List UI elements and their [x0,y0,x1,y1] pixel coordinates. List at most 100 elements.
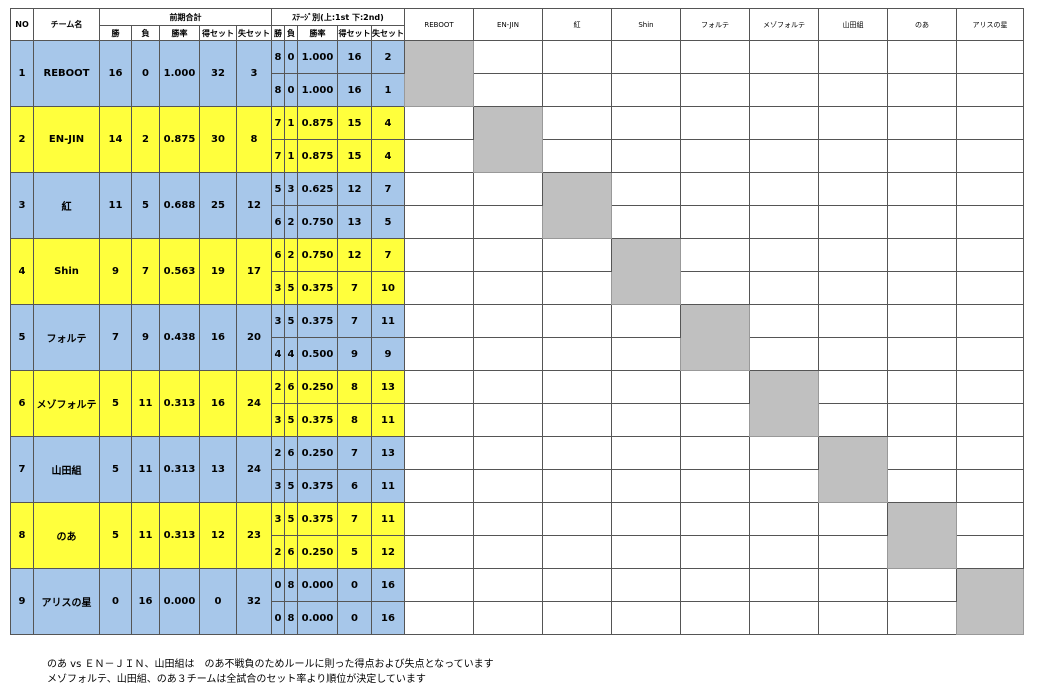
row-no: 1 [10,40,34,107]
match-detail-cell [749,601,819,635]
match-detail-cell [473,601,543,635]
match-detail-cell [611,469,681,503]
stage-losses: 6 [284,370,298,404]
stage-sets-lost: 9 [371,337,405,371]
team-row: 3 5 0.375 7 10 [11,271,1024,305]
match-detail-cell [404,238,474,272]
team-row: 3 5 0.375 8 11 [11,403,1024,437]
stage-sets-lost: 16 [371,601,405,635]
stage-rate: 0.250 [297,370,338,404]
team-name: アリスの星 [33,568,100,635]
stage-sets-lost: 4 [371,106,405,140]
total-rate: 0.563 [159,238,200,305]
stage-losses: 5 [284,304,298,338]
match-detail-cell [542,40,612,74]
total-rate: 0.313 [159,502,200,569]
team-row: 2 6 0.250 5 12 [11,535,1024,569]
stage-sets-lost: 5 [371,205,405,239]
sub-rate: 勝率 [159,25,200,41]
stage-sets-lost: 11 [371,502,405,536]
match-detail-cell [680,469,750,503]
stage-rate: 0.375 [297,502,338,536]
total-sets-won: 0 [199,568,237,635]
total-sets-won: 13 [199,436,237,503]
opp-col-5: フォルテ [680,8,750,41]
header-team: チーム名 [33,8,100,41]
stage-rate: 0.250 [297,535,338,569]
stage-rate: 0.375 [297,271,338,305]
match-detail-cell [818,403,888,437]
match-detail-cell [542,370,612,404]
stage-wins: 8 [271,73,285,107]
match-detail-cell [611,139,681,173]
stage-rate: 0.625 [297,172,338,206]
stage-losses: 2 [284,238,298,272]
match-detail-cell [956,172,1024,206]
match-detail-cell [887,370,957,404]
match-detail-cell [749,436,819,470]
sub-stage-rate: 勝率 [297,25,338,41]
match-detail-cell [818,535,888,569]
stage-sets-won: 5 [337,535,372,569]
stage-wins: 0 [271,568,285,602]
stage-sets-won: 6 [337,469,372,503]
match-detail-cell [956,403,1024,437]
match-detail-cell [611,502,681,536]
match-detail-cell [542,238,612,272]
total-sets-lost: 24 [236,370,272,437]
match-detail-cell [749,172,819,206]
stage-rate: 0.000 [297,601,338,635]
opp-col-6: メゾフォルテ [749,8,819,41]
match-detail-cell [956,304,1024,338]
match-detail-cell [749,304,819,338]
stage-losses: 4 [284,337,298,371]
total-rate: 1.000 [159,40,200,107]
stage-losses: 0 [284,73,298,107]
match-detail-cell [818,601,888,635]
stage-wins: 2 [271,370,285,404]
match-detail-cell [887,568,957,602]
team-name: Shin [33,238,100,305]
match-detail-cell [956,139,1024,173]
match-detail-cell [611,73,681,107]
match-detail-cell [749,238,819,272]
row-no: 5 [10,304,34,371]
stage-rate: 0.375 [297,469,338,503]
total-sets-won: 19 [199,238,237,305]
total-wins: 7 [99,304,132,371]
total-sets-won: 12 [199,502,237,569]
match-detail-cell [404,601,474,635]
stage-losses: 6 [284,436,298,470]
match-detail-cell [611,601,681,635]
stage-sets-lost: 12 [371,535,405,569]
standings-table: NO チーム名 前期合計 ｽﾃｰｼﾞ別(上:1st 下:2nd) REBOOT … [10,8,1024,635]
match-detail-cell [749,568,819,602]
self-match-block [887,502,957,569]
match-detail-cell [404,271,474,305]
match-detail-cell [473,205,543,239]
team-row: 2 EN-JIN 14 2 0.875 30 8 7 1 0.875 15 4 [10,106,1024,173]
stage-losses: 5 [284,403,298,437]
total-rate: 0.313 [159,436,200,503]
match-detail-cell [887,40,957,74]
match-detail-cell [887,205,957,239]
stage-sets-lost: 10 [371,271,405,305]
stage-wins: 8 [271,40,285,74]
match-detail-cell [680,601,750,635]
total-sets-lost: 23 [236,502,272,569]
match-detail-cell [887,337,957,371]
team-name: REBOOT [33,40,100,107]
match-detail-cell [887,271,957,305]
team-row: 8 のあ 5 11 0.313 12 23 3 5 0.375 7 11 [10,502,1024,569]
match-detail-cell [680,502,750,536]
match-detail-cell [956,370,1024,404]
team-row: 6 2 0.750 13 5 [11,205,1024,239]
match-detail-cell [887,139,957,173]
total-losses: 5 [131,172,160,239]
opp-col-3: 紅 [542,8,612,41]
footnote-1: のあ vs ＥＮ－ＪＩＮ、山田組は のあ不戦負のためルールに則った得点および失点… [47,659,494,670]
total-sets-lost: 32 [236,568,272,635]
stage-sets-lost: 11 [371,403,405,437]
stage-sets-won: 9 [337,337,372,371]
stage-losses: 1 [284,106,298,140]
